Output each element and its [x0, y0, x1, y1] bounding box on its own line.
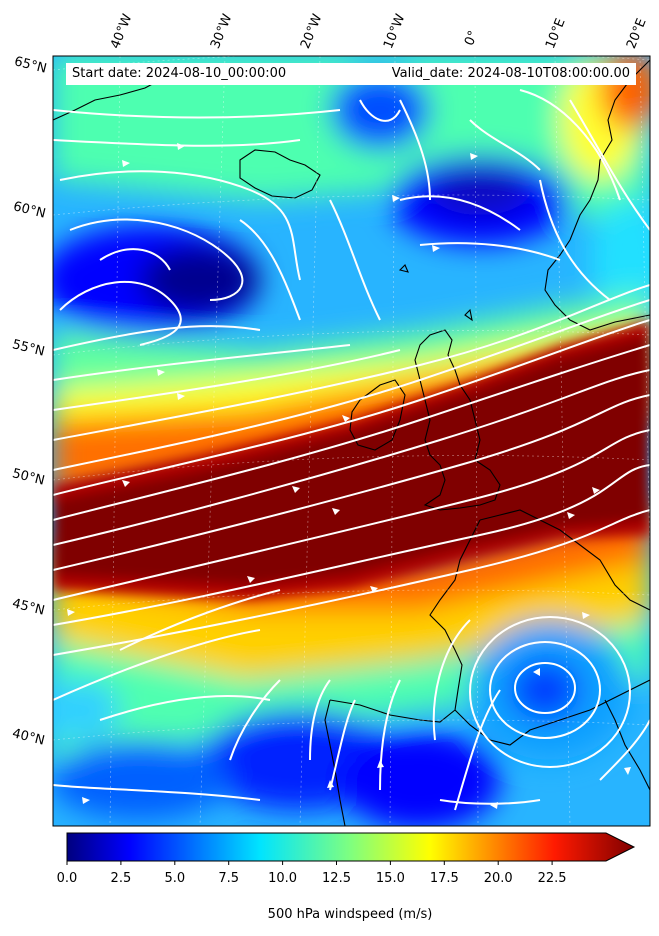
colorbar-ticks	[66, 861, 553, 865]
colorbar-label: 500 hPa windspeed (m/s)	[267, 907, 433, 922]
colorbar-tick-label: 10.0	[268, 871, 298, 886]
date-info-box: Start date: 2024-08-10_00:00:00 Valid_da…	[66, 63, 636, 85]
map-frame	[52, 55, 651, 827]
colorbar-tick-label: 12.5	[322, 871, 351, 886]
windspeed-field	[53, 56, 650, 826]
colorbar	[66, 832, 636, 862]
colorbar-tick-label: 17.5	[429, 871, 459, 886]
streamline-arrows	[67, 143, 631, 809]
colorbar-tick-label: 0.0	[56, 871, 78, 886]
colorbar-tick-label: 5.0	[164, 871, 186, 886]
start-date: Start date: 2024-08-10_00:00:00	[72, 66, 287, 81]
graticule	[53, 56, 650, 826]
colorbar-tick-label: 7.5	[218, 871, 240, 886]
valid-date: Valid_date: 2024-08-10T08:00:00.00	[391, 66, 630, 81]
colorbar-tick-label: 15.0	[375, 871, 405, 886]
colorbar-tick-label: 20.0	[483, 871, 513, 886]
streamlines	[53, 89, 650, 811]
colorbar-tick-label: 22.5	[537, 871, 567, 886]
colorbar-tick-label: 2.5	[110, 871, 132, 886]
